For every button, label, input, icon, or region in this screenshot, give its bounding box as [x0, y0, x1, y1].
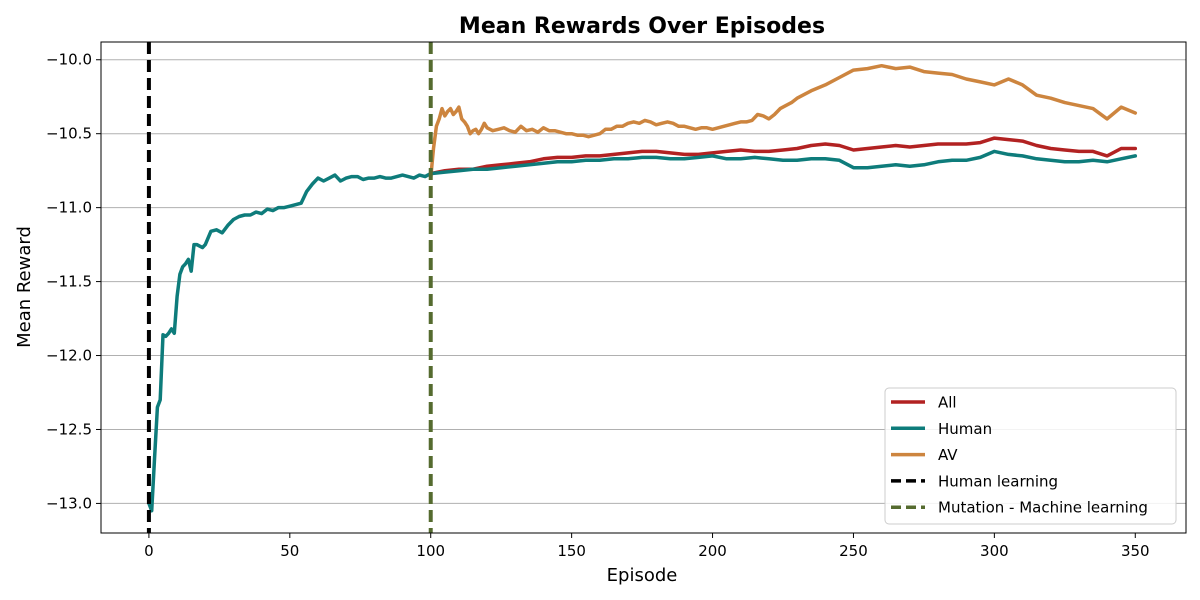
- x-tick-label: 300: [980, 542, 1009, 560]
- grid-lines: [101, 59, 1186, 504]
- series-line-av: [428, 63, 1138, 180]
- chart-title: Mean Rewards Over Episodes: [459, 14, 825, 39]
- x-tick-label: 0: [144, 542, 154, 560]
- legend-label-human-learning: Human learning: [938, 472, 1058, 490]
- series-line-human: [147, 149, 1138, 513]
- y-tick-label: −13.0: [46, 494, 92, 512]
- x-tick-label: 150: [557, 542, 586, 560]
- x-tick-label: 50: [280, 542, 299, 560]
- legend-box: [884, 387, 1177, 525]
- plot-frame: [100, 41, 1187, 534]
- y-axis-label: Mean Reward: [14, 226, 35, 348]
- legend-label-all: All: [938, 394, 957, 412]
- y-tick-label: −10.5: [46, 125, 92, 143]
- series-line-all: [428, 136, 1138, 176]
- x-axis-label: Episode: [607, 565, 678, 586]
- y-tick-label: −11.0: [46, 199, 92, 217]
- y-tick-label: −12.0: [46, 347, 92, 365]
- x-tick-label: 350: [1121, 542, 1150, 560]
- axis-ticks: −13.0 −12.5 −12.0 −11.5 −11.0 −10.5 −10.0 0 50 10…: [46, 51, 1150, 560]
- y-tick-label: −10.0: [46, 51, 92, 69]
- x-tick-label: 100: [416, 542, 445, 560]
- reference-lines: [146, 42, 433, 533]
- legend-label-av: AV: [938, 446, 958, 464]
- x-tick-label: 200: [698, 542, 727, 560]
- legend-label-mutation-machine-learning: Mutation - Machine learning: [938, 499, 1148, 517]
- legend-label-human: Human: [938, 420, 992, 438]
- y-tick-label: −12.5: [46, 420, 92, 438]
- y-tick-label: −11.5: [46, 273, 92, 291]
- x-tick-label: 250: [839, 542, 868, 560]
- legend: All Human AV Human learning Mutation - Machi…: [884, 387, 1177, 525]
- series-lines: [147, 63, 1138, 513]
